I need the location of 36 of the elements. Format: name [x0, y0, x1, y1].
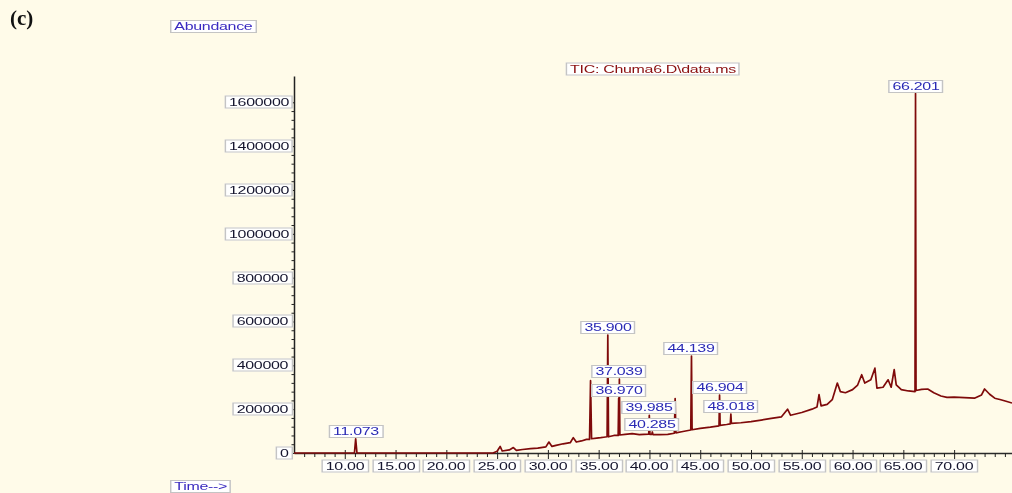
y-tick-label: 200000 [232, 402, 293, 416]
x-tick-label: 50.00 [727, 459, 775, 473]
y-axis-title: Abundance [170, 20, 257, 33]
annotation: 66.201 [887, 79, 944, 93]
x-tick-label: 30.00 [524, 459, 572, 473]
x-tick-label: 70.00 [930, 459, 978, 473]
annotation: 46.904 [691, 381, 748, 395]
y-tick-label: 1600000 [224, 95, 293, 109]
chart-title: TIC: Chuma6.D\data.ms [565, 62, 741, 76]
annotation: 48.018 [702, 399, 759, 413]
x-tick-label: 40.00 [625, 459, 674, 473]
annotation: 40.285 [624, 417, 681, 431]
annotation: 37.039 [591, 365, 648, 379]
x-tick-label: 25.00 [473, 459, 521, 473]
annotation: 44.139 [663, 342, 720, 356]
text: (c) [10, 6, 34, 31]
x-tick-label: 35.00 [575, 459, 623, 473]
annotation: 36.970 [590, 384, 647, 398]
y-tick-label: 0 [275, 446, 293, 460]
x-tick-label: 60.00 [828, 459, 877, 473]
y-tick-label: 1200000 [224, 183, 293, 197]
annotation: 11.073 [328, 424, 383, 438]
annotation: 39.985 [621, 401, 678, 415]
x-tick-label: 15.00 [371, 459, 420, 473]
x-tick-label: 65.00 [879, 459, 927, 473]
x-axis-title: Time--> [170, 480, 232, 493]
x-tick-label: 20.00 [422, 459, 470, 473]
x-tick-label: 45.00 [676, 459, 724, 473]
annotation: 35.900 [579, 321, 636, 335]
x-tick-label: 10.00 [321, 459, 369, 473]
x-tick-label: 55.00 [778, 459, 826, 473]
y-tick-label: 1400000 [224, 139, 293, 153]
y-tick-label: 800000 [232, 271, 293, 285]
y-tick-label: 400000 [232, 358, 293, 372]
y-tick-label: 1000000 [224, 227, 293, 241]
y-tick-label: 600000 [232, 314, 293, 328]
